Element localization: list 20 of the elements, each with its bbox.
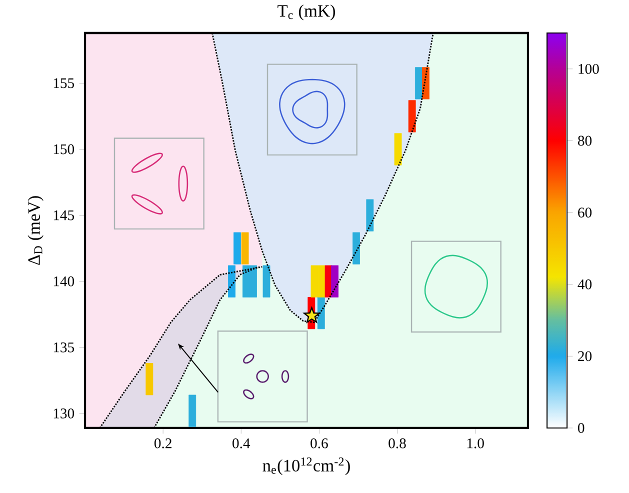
chart-title: T$_{c}$ (mK) (278, 4, 336, 20)
x-axis-title: n$_{e}$(10$^{12}$cm$^{-2}$) (262, 458, 350, 476)
x-tick-label: 0.8 (388, 438, 406, 448)
color-bar-label: 0 (578, 423, 584, 433)
y-tick-label: 145 (54, 210, 74, 220)
y-tick-label: 135 (54, 342, 74, 352)
y-tick-label: 150 (54, 144, 74, 154)
y-tick-label: 130 (54, 408, 74, 418)
x-tick-label: 0.2 (154, 438, 172, 448)
x-tick-label: 0.6 (310, 438, 328, 448)
color-bar-label: 80 (578, 136, 592, 146)
color-bar-label: 100 (578, 64, 599, 74)
x-tick-label: 0.4 (232, 438, 250, 448)
y-tick-label: 140 (54, 276, 74, 286)
color-bar-label: 40 (578, 279, 592, 290)
color-bar-label: 60 (578, 208, 592, 218)
x-tick-label: 1.0 (467, 438, 484, 448)
color-bar-label: 20 (578, 351, 592, 362)
y-axis-title: Δ$_{D}$ (meV) (28, 196, 44, 265)
y-tick-label: 155 (54, 78, 74, 88)
